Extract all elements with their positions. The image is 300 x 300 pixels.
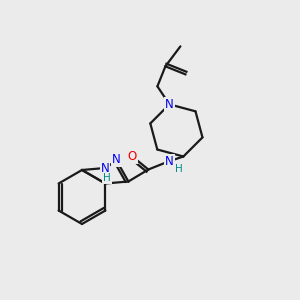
Text: N: N xyxy=(165,98,174,111)
Text: N: N xyxy=(112,153,121,166)
Text: N: N xyxy=(165,155,174,168)
Text: O: O xyxy=(128,150,137,163)
Text: N: N xyxy=(100,163,109,176)
Text: H: H xyxy=(175,164,182,173)
Text: H: H xyxy=(103,173,111,183)
